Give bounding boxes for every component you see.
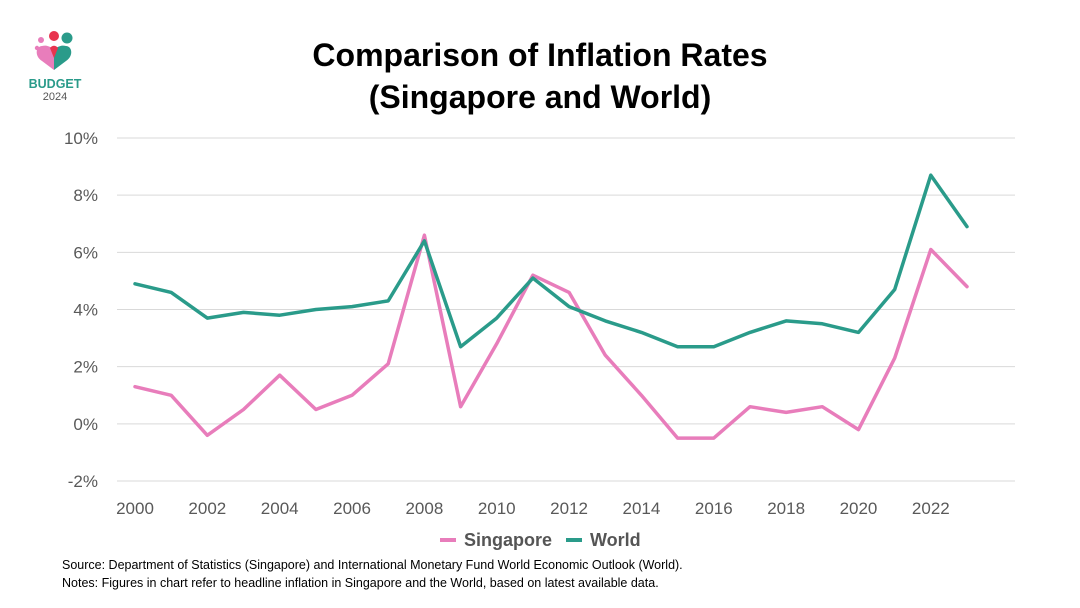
x-tick-label: 2010 (478, 499, 516, 518)
footnotes: Source: Department of Statistics (Singap… (62, 556, 683, 592)
x-tick-label: 2020 (840, 499, 878, 518)
legend: Singapore World (440, 528, 641, 552)
chart-title: Comparison of Inflation Rates (Singapore… (200, 34, 880, 118)
x-tick-label: 2002 (188, 499, 226, 518)
x-tick-label: 2000 (116, 499, 154, 518)
legend-label-singapore: Singapore (464, 529, 553, 550)
chart-title-line-1: Comparison of Inflation Rates (312, 37, 768, 73)
legend-swatch-world (566, 538, 583, 542)
chart-title-line-2: (Singapore and World) (368, 79, 712, 115)
x-axis-tick-labels: 2000 2002 2004 2006 2008 2010 2012 2014 2016 2018… (116, 499, 950, 518)
y-axis-tick-labels: -2% 0% 2% 4% 6% 8% 10% (64, 129, 98, 491)
legend-item-world: World (566, 530, 641, 551)
budget-2024-logo: BUDGET 2024 (26, 28, 84, 108)
x-tick-label: 2004 (261, 499, 299, 518)
y-tick-label: 6% (73, 243, 98, 262)
x-tick-label: 2006 (333, 499, 371, 518)
gridlines (117, 137, 1015, 482)
notes-text: Notes: Figures in chart refer to headlin… (62, 576, 659, 590)
y-tick-label: -2% (68, 472, 98, 491)
y-tick-label: 8% (73, 186, 98, 205)
legend-swatch-singapore (440, 538, 456, 542)
x-tick-label: 2018 (767, 499, 805, 518)
x-tick-label: 2016 (695, 499, 733, 518)
y-tick-label: 0% (73, 415, 98, 434)
logo-year: 2024 (42, 91, 68, 103)
x-tick-label: 2012 (550, 499, 588, 518)
y-tick-label: 4% (73, 301, 98, 320)
series-line-singapore (133, 233, 969, 440)
x-tick-label: 2014 (623, 499, 661, 518)
heart-logo-icon (34, 31, 73, 70)
y-tick-label: 2% (73, 358, 98, 377)
x-tick-label: 2022 (912, 499, 950, 518)
y-tick-label: 10% (64, 129, 98, 148)
legend-item-singapore: Singapore (440, 530, 552, 551)
source-note: Source: Department of Statistics (Singap… (62, 558, 683, 572)
series-line-world (133, 173, 969, 349)
legend-label-world: World (590, 529, 641, 550)
logo-text: BUDGET (28, 77, 82, 91)
series-lines (133, 173, 969, 440)
x-tick-label: 2008 (405, 499, 443, 518)
